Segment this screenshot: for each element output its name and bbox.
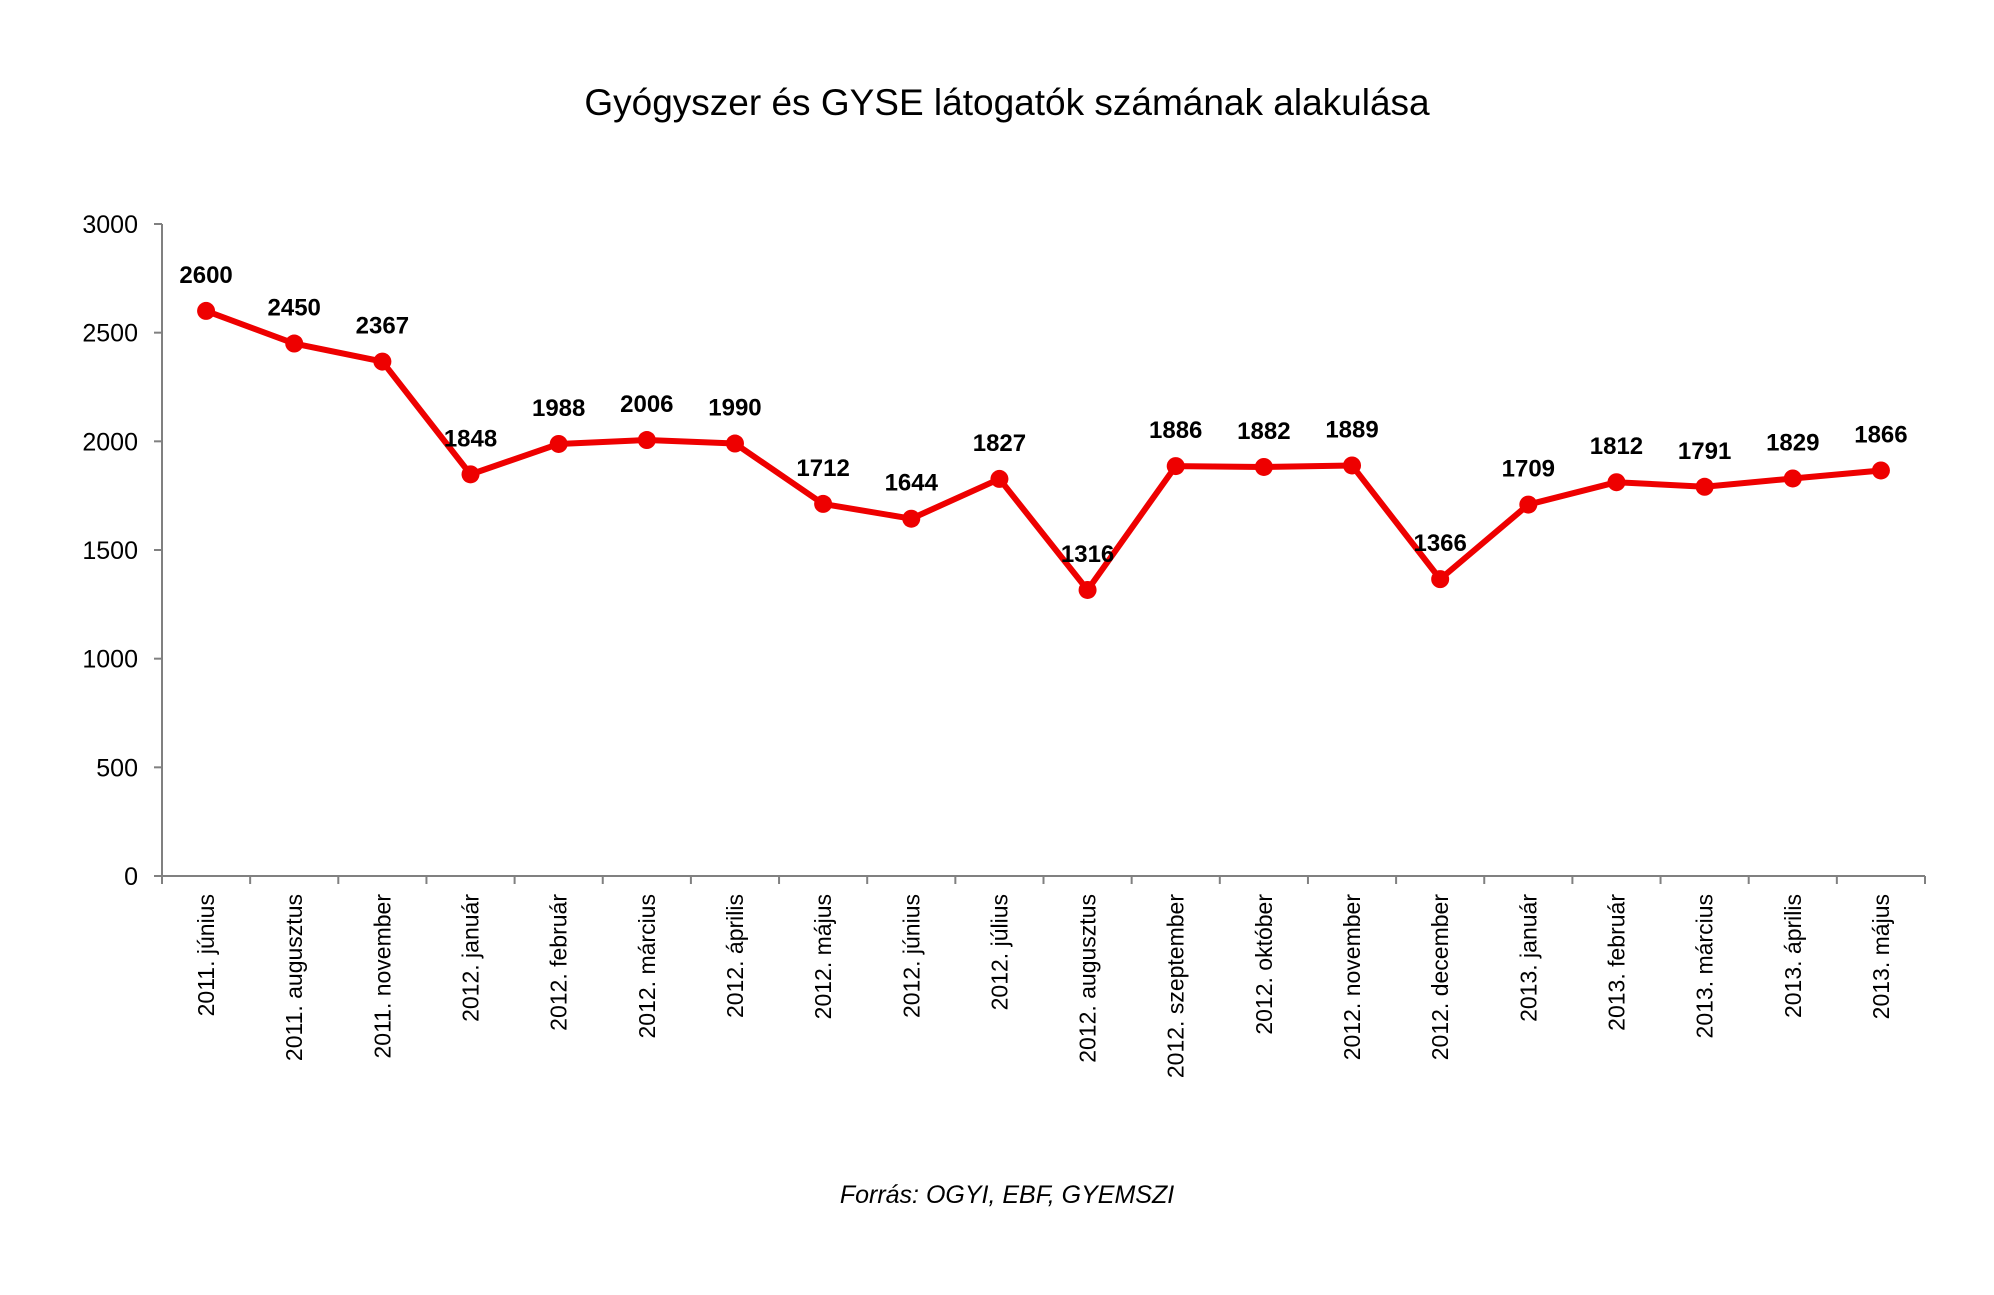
data-label: 1848 — [444, 425, 497, 452]
data-point — [549, 434, 568, 453]
data-label: 1316 — [1061, 541, 1114, 568]
x-tick-label: 2011. november — [369, 894, 395, 1059]
data-label: 1827 — [973, 430, 1026, 457]
x-tick-label: 2013. január — [1515, 894, 1541, 1022]
x-tick-label: 2012. június — [898, 894, 924, 1018]
y-tick-label: 500 — [96, 754, 138, 782]
x-tick-label: 2011. június — [193, 894, 219, 1016]
chart-title: Gyógyszer és GYSE látogatók számának ala… — [584, 82, 1430, 123]
data-label: 1886 — [1149, 417, 1202, 444]
data-label: 2450 — [268, 295, 321, 322]
data-label: 1988 — [532, 395, 585, 422]
data-label: 2367 — [356, 313, 409, 340]
data-point — [1254, 457, 1273, 476]
x-tick-label: 2012. január — [458, 894, 484, 1022]
data-point — [1519, 495, 1538, 514]
x-axis-ticks: 2011. június 2011. augusztus 2011. novembe… — [161, 876, 1926, 1078]
data-label: 1829 — [1766, 429, 1819, 456]
y-tick-label: 1500 — [82, 537, 138, 565]
x-tick-label: 2011. augusztus — [281, 894, 307, 1061]
data-label: 1882 — [1237, 418, 1290, 445]
data-point — [373, 352, 392, 371]
data-point — [197, 301, 216, 320]
data-point — [902, 509, 921, 528]
x-tick-label: 2012. július — [986, 894, 1012, 1010]
x-tick-label: 2013. február — [1603, 894, 1629, 1031]
x-tick-label: 2012. május — [810, 894, 836, 1019]
y-axis-ticks: 0 500 1000 1500 2000 2500 3000 — [82, 211, 162, 891]
y-tick-label: 2500 — [82, 320, 138, 348]
series-line — [203, 307, 1884, 593]
data-point — [725, 434, 744, 453]
data-point — [990, 469, 1009, 488]
x-tick-label: 2012. április — [722, 894, 748, 1018]
data-label: 1366 — [1413, 530, 1466, 557]
data-point — [814, 494, 833, 513]
x-tick-label: 2013. május — [1868, 894, 1894, 1019]
x-tick-label: 2013. április — [1780, 894, 1806, 1018]
x-tick-label: 2012. október — [1251, 894, 1277, 1035]
data-point — [1607, 473, 1626, 492]
data-labels: 2600 2450 2367 1848 1988 2006 1990 1712 1644 1827… — [179, 262, 1907, 568]
data-label: 1644 — [885, 470, 939, 497]
data-label: 1712 — [796, 455, 849, 482]
x-tick-label: 2012. február — [546, 894, 572, 1031]
data-point — [1343, 456, 1362, 475]
x-tick-label: 2012. december — [1427, 894, 1453, 1061]
data-label: 2600 — [179, 262, 232, 289]
data-label: 1990 — [708, 395, 761, 422]
x-tick-label: 2012. szeptember — [1163, 894, 1189, 1078]
data-point — [1783, 469, 1802, 488]
y-tick-label: 2000 — [82, 428, 138, 456]
x-tick-label: 2012. augusztus — [1075, 894, 1101, 1063]
data-point — [285, 334, 304, 353]
data-label: 1866 — [1854, 421, 1907, 448]
data-point — [1871, 461, 1890, 480]
data-point — [637, 431, 656, 450]
data-point — [1078, 580, 1097, 599]
data-points — [197, 301, 1890, 599]
data-point — [461, 465, 480, 484]
x-tick-label: 2012. november — [1339, 894, 1365, 1061]
data-label: 1889 — [1325, 416, 1378, 443]
y-tick-label: 3000 — [82, 211, 138, 239]
data-label: 1812 — [1590, 433, 1643, 460]
data-label: 1791 — [1678, 438, 1731, 465]
data-point — [1695, 477, 1714, 496]
x-tick-label: 2012. március — [634, 894, 660, 1038]
data-label: 2006 — [620, 391, 673, 418]
y-tick-label: 0 — [124, 863, 138, 891]
data-point — [1166, 457, 1185, 476]
y-tick-label: 1000 — [82, 646, 138, 674]
source-note: Forrás: OGYI, EBF, GYEMSZI — [840, 1181, 1174, 1209]
data-point — [1431, 570, 1450, 589]
series-layer — [203, 307, 1884, 593]
data-label: 1709 — [1502, 456, 1555, 483]
x-tick-label: 2013. március — [1692, 894, 1718, 1038]
